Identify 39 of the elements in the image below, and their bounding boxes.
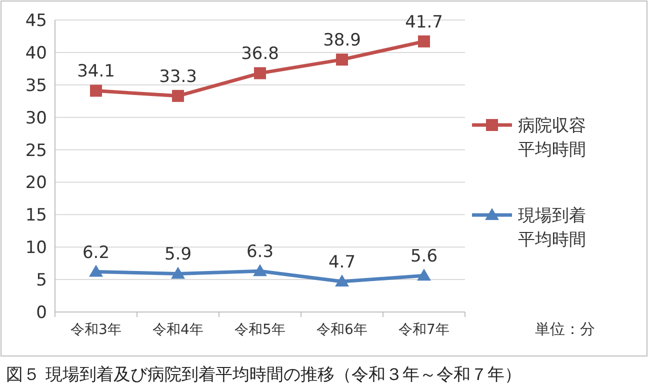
y-tick-label: 20 — [25, 173, 47, 194]
point — [90, 84, 102, 97]
y-tick-label: 40 — [25, 43, 47, 64]
point — [254, 67, 266, 80]
x-tick-label: 令和4年 — [152, 322, 204, 338]
data-label: 5.9 — [164, 244, 192, 265]
data-label: 5.6 — [410, 246, 438, 267]
data-label: 41.7 — [405, 12, 443, 32]
data-label: 36.8 — [241, 44, 279, 64]
data-label: 4.7 — [328, 252, 356, 272]
legend-label: 現場到着平均時間 — [518, 206, 586, 250]
caption: 図５ 現場到着及び病院到着平均時間の推移（令和３年～令和７年） — [6, 365, 522, 385]
y-tick-label: 10 — [25, 238, 47, 258]
point — [171, 266, 185, 279]
y-tick-label: 25 — [25, 140, 47, 161]
data-label: 34.1 — [77, 62, 115, 82]
point — [253, 264, 267, 276]
x-tick-label: 令和6年 — [316, 322, 368, 338]
data-label: 6.3 — [246, 242, 274, 262]
x-tick-label: 令和7年 — [398, 322, 450, 338]
data-label: 6.2 — [82, 242, 110, 263]
point — [417, 268, 431, 281]
y-tick-label: 0 — [36, 303, 47, 323]
point — [335, 274, 349, 286]
x-tick-label: 令和5年 — [234, 322, 286, 338]
y-tick-label: 15 — [25, 206, 47, 226]
data-label: 33.3 — [159, 66, 197, 87]
point — [89, 264, 103, 277]
y-tick-label: 5 — [36, 270, 47, 291]
y-tick-label: 35 — [25, 76, 47, 96]
data-label: 38.9 — [323, 30, 361, 51]
point — [336, 54, 348, 66]
text: 単位：分 — [535, 320, 595, 338]
y-tick-label: 45 — [25, 11, 47, 31]
point — [172, 90, 184, 102]
point — [418, 35, 430, 48]
y-tick-label: 30 — [25, 108, 47, 128]
legend-label: 病院収容平均時間 — [518, 116, 586, 160]
x-tick-label: 令和3年 — [70, 322, 122, 338]
